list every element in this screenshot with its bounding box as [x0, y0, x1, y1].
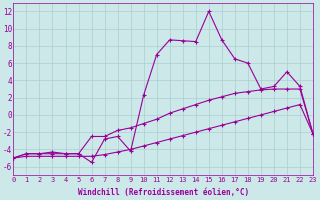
X-axis label: Windchill (Refroidissement éolien,°C): Windchill (Refroidissement éolien,°C)	[78, 188, 249, 197]
